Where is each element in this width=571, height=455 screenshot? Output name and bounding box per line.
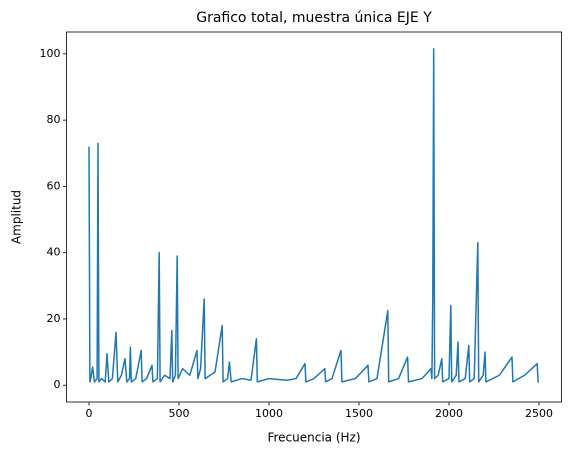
y-axis-label: Amplitud	[10, 190, 24, 244]
chart-title: Grafico total, muestra única EJE Y	[196, 10, 432, 26]
x-tick-label: 0	[86, 407, 93, 420]
y-tick-label: 0	[54, 378, 61, 391]
y-tick-label: 80	[47, 113, 61, 126]
y-tick-label: 100	[40, 47, 61, 60]
y-tick-label: 60	[47, 179, 61, 192]
y-tick-label: 40	[47, 246, 61, 259]
x-tick-label: 1500	[345, 407, 373, 420]
x-tick-label: 2000	[435, 407, 463, 420]
y-tick-label: 20	[47, 312, 61, 325]
axes-frame	[66, 31, 562, 403]
x-tick-label: 2500	[525, 407, 553, 420]
x-axis-label: Frecuencia (Hz)	[267, 431, 360, 445]
x-tick-label: 1000	[255, 407, 283, 420]
x-tick-label: 500	[169, 407, 190, 420]
line-series	[88, 48, 539, 383]
